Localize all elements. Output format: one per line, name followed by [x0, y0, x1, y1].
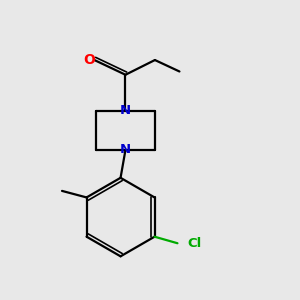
Text: Cl: Cl	[187, 237, 202, 250]
Text: N: N	[120, 104, 131, 117]
Text: O: O	[83, 53, 95, 67]
Text: N: N	[120, 143, 131, 157]
